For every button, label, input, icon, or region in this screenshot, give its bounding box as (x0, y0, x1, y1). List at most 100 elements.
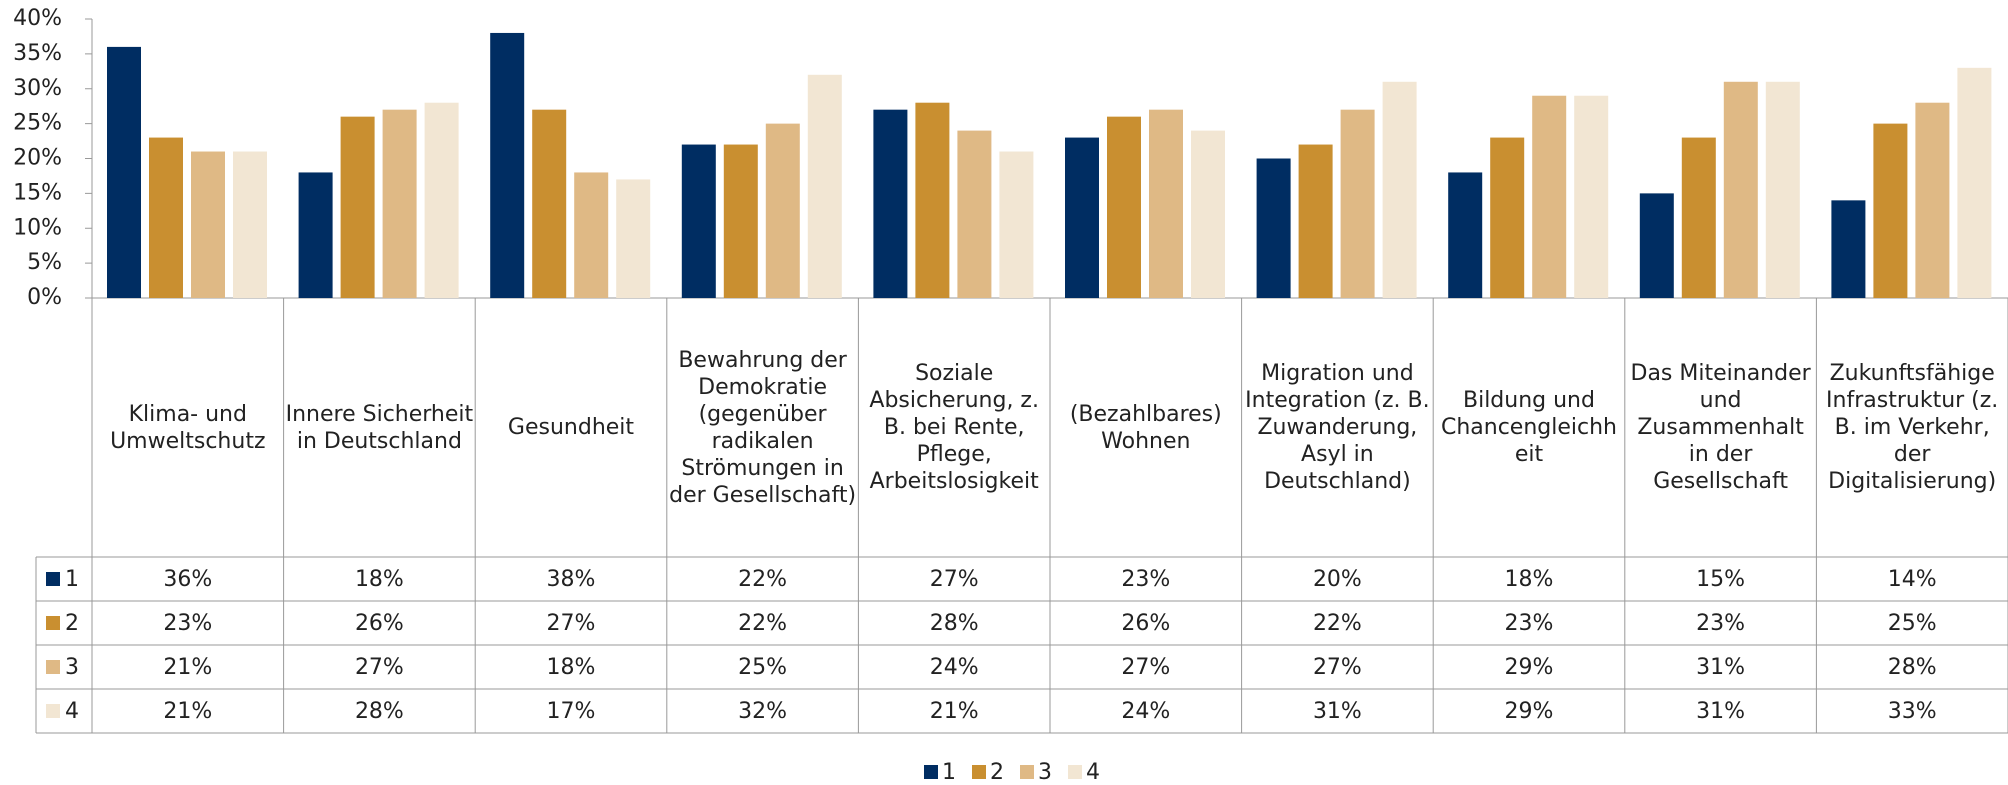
legend-key (924, 765, 938, 779)
table-value: 29% (1505, 655, 1554, 680)
table-value: 32% (738, 699, 787, 724)
table-value: 21% (163, 699, 212, 724)
table-value: 23% (163, 611, 212, 636)
table-value: 28% (930, 611, 979, 636)
table-value: 23% (1505, 611, 1554, 636)
y-tick-label: 0% (27, 285, 62, 310)
legend-key (972, 765, 986, 779)
bar (1340, 109, 1375, 298)
y-tick-label: 10% (13, 215, 62, 240)
bar (999, 151, 1034, 298)
table-value: 27% (930, 567, 979, 592)
category-label: Das Miteinander und Zusammenhalt in der … (1630, 361, 1811, 494)
bar (1490, 137, 1525, 298)
bar (1639, 193, 1674, 298)
legend-key (46, 572, 60, 586)
table-value: 21% (930, 699, 979, 724)
table-value: 26% (1121, 611, 1170, 636)
legend-key (46, 660, 60, 674)
bar (873, 109, 908, 298)
table-value: 18% (547, 655, 596, 680)
bar (915, 102, 950, 298)
category-label: Gesundheit (507, 415, 635, 440)
legend-key (46, 704, 60, 718)
category-label: Klima- und Umweltschutz (110, 401, 266, 454)
table-value: 26% (355, 611, 404, 636)
table-value: 36% (163, 567, 212, 592)
y-tick-label: 5% (27, 250, 62, 275)
table-value: 25% (1888, 611, 1937, 636)
row-label: 3 (65, 655, 79, 680)
row-label: 2 (65, 611, 79, 636)
bar (532, 109, 567, 298)
bar (1574, 95, 1609, 298)
bar (1382, 81, 1417, 299)
y-tick-label: 25% (13, 111, 62, 136)
y-tick-label: 40% (13, 6, 62, 31)
table-value: 31% (1313, 699, 1362, 724)
bar (1831, 200, 1866, 298)
bar (382, 109, 417, 298)
bar (616, 179, 651, 298)
bar (723, 144, 758, 298)
table-value: 24% (1121, 699, 1170, 724)
table-value: 15% (1696, 567, 1745, 592)
table-value: 14% (1888, 567, 1937, 592)
bar (1298, 144, 1333, 298)
bar (765, 123, 800, 298)
legend-key (1020, 765, 1034, 779)
category-label: (Bezahlbares) Wohnen (1069, 401, 1222, 454)
bar (1149, 109, 1183, 298)
row-label: 4 (65, 699, 79, 724)
bar (681, 144, 716, 298)
table-value: 20% (1313, 567, 1362, 592)
table-value: 31% (1696, 655, 1745, 680)
legend-label: 3 (1038, 760, 1052, 785)
bar (1448, 172, 1483, 298)
bar (490, 32, 525, 298)
bar (149, 137, 183, 298)
table-value: 28% (355, 699, 404, 724)
table-value: 29% (1505, 699, 1554, 724)
row-label: 1 (65, 567, 79, 592)
table-value: 25% (738, 655, 787, 680)
table-value: 38% (547, 567, 596, 592)
y-tick-label: 15% (13, 180, 62, 205)
bar (1065, 137, 1099, 298)
bar (1723, 81, 1758, 299)
bar (424, 102, 459, 298)
table-value: 22% (1313, 611, 1362, 636)
bar (1256, 158, 1291, 298)
table-value: 27% (355, 655, 404, 680)
y-tick-label: 35% (13, 41, 62, 66)
table-value: 22% (738, 567, 787, 592)
bar (574, 172, 609, 298)
bar (1107, 116, 1141, 299)
bar (1532, 95, 1567, 298)
bar (1873, 123, 1908, 298)
y-tick-label: 30% (13, 76, 62, 101)
category-label: Innere Sicherheit in Deutschland (285, 401, 474, 454)
bar (1765, 81, 1800, 299)
legend-label: 4 (1086, 760, 1100, 785)
bar (1681, 137, 1716, 298)
bar (233, 151, 267, 298)
bar (1191, 130, 1225, 298)
table-value: 24% (930, 655, 979, 680)
table-value: 33% (1888, 699, 1937, 724)
legend-key (46, 616, 60, 630)
bar (1957, 67, 1992, 298)
table-value: 17% (547, 699, 596, 724)
category-label: Zukunftsfähige Infrastruktur (z. B. im V… (1826, 361, 1999, 494)
table-value: 22% (738, 611, 787, 636)
bar (1915, 102, 1950, 298)
bar (807, 74, 842, 298)
legend-label: 2 (990, 760, 1004, 785)
table-value: 23% (1121, 567, 1170, 592)
table-value: 18% (1505, 567, 1554, 592)
table-value: 18% (355, 567, 404, 592)
bar (191, 151, 225, 298)
category-label: Bildung und Chancengleichheit (1440, 388, 1617, 467)
